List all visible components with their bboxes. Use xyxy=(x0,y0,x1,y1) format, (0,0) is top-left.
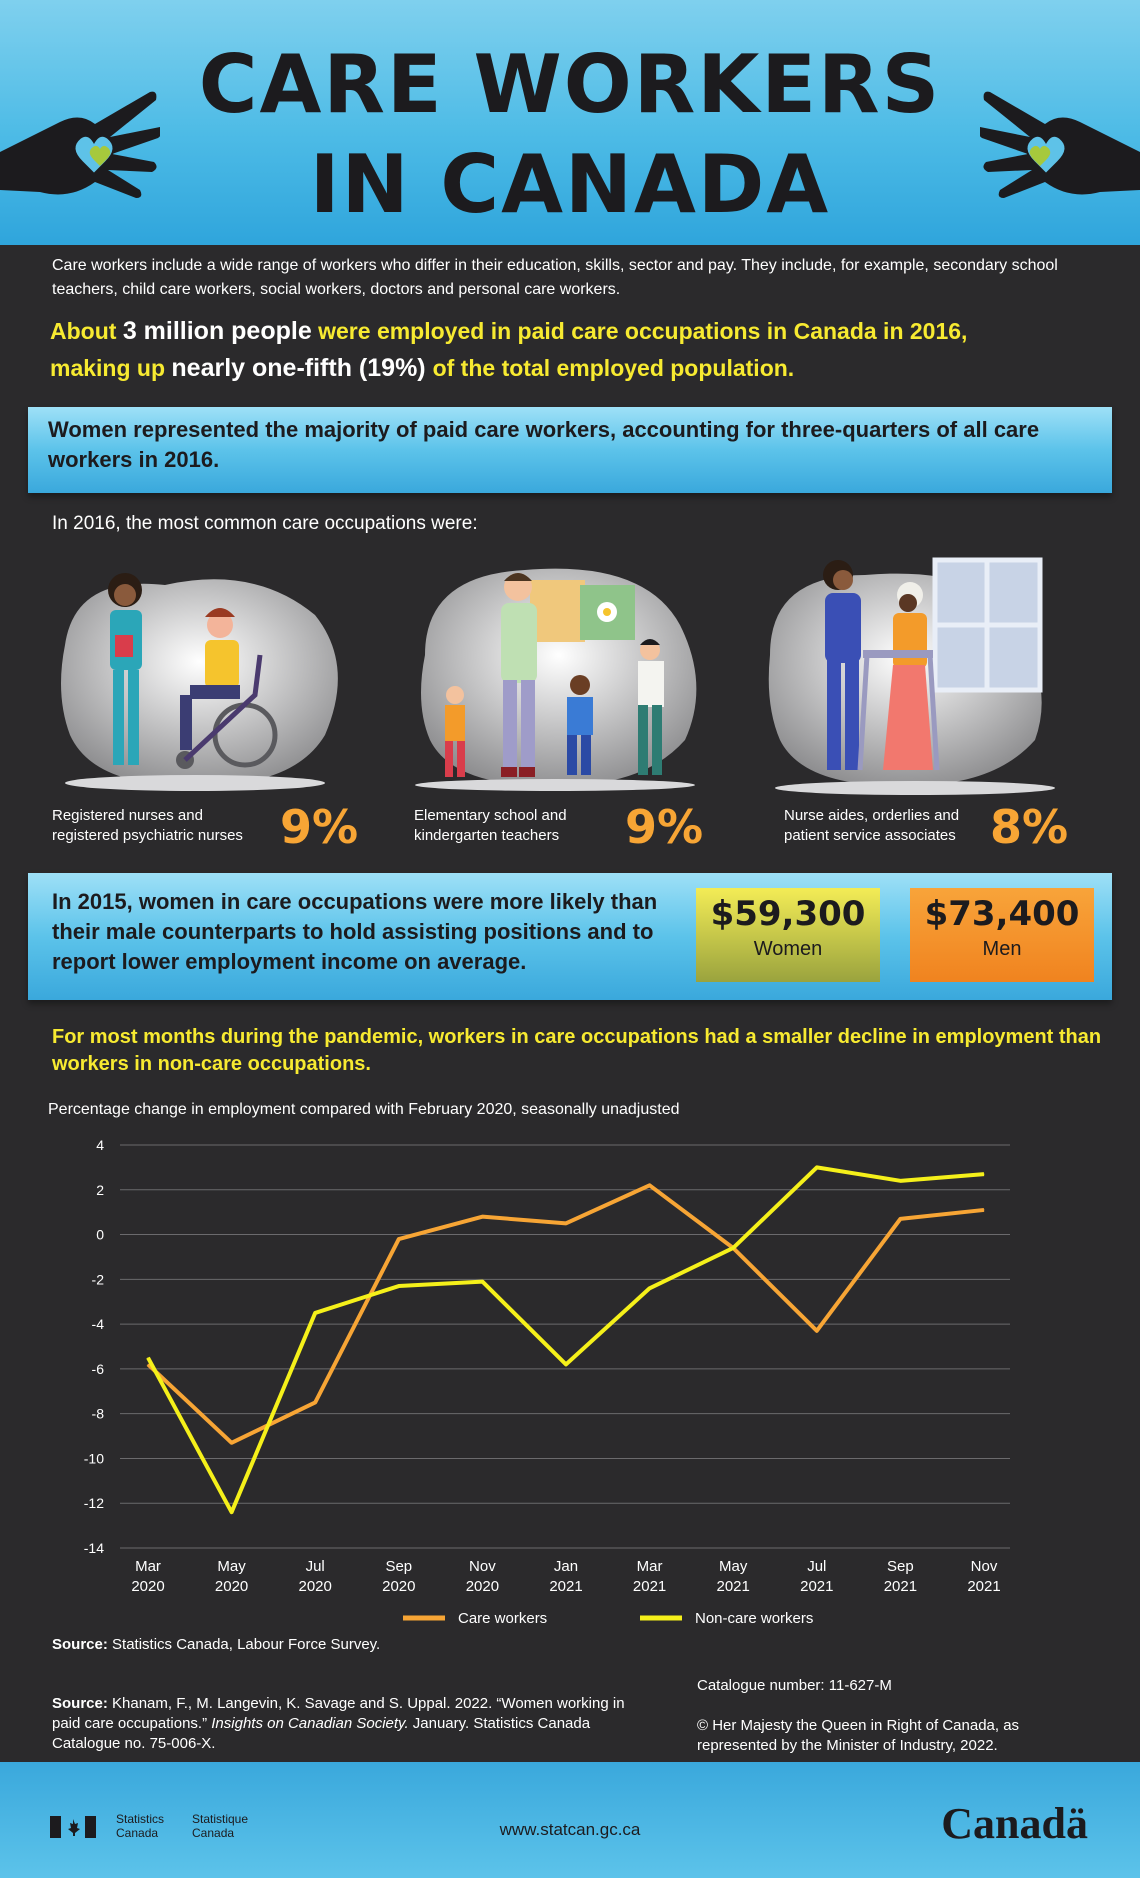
data-point xyxy=(398,1285,400,1287)
intro-text: Care workers include a wide range of wor… xyxy=(52,257,1058,298)
x-tick-label: Jan xyxy=(554,1558,578,1575)
data-point xyxy=(983,1173,985,1175)
nurse-aide-and-patient-illustration xyxy=(768,557,1055,795)
data-point xyxy=(565,1222,567,1224)
x-tick-label: 2020 xyxy=(131,1578,164,1595)
x-tick-label: 2021 xyxy=(717,1578,750,1595)
headline-stat: About 3 million people were employed in … xyxy=(50,317,968,382)
y-tick-label: 2 xyxy=(96,1182,104,1198)
data-point xyxy=(231,1442,233,1444)
x-tick-label: May xyxy=(217,1558,246,1575)
x-tick-label: Sep xyxy=(887,1558,914,1575)
men-income-label: Men xyxy=(982,938,1022,960)
x-tick-label: May xyxy=(719,1558,748,1575)
chart-subtitle: Percentage change in employment compared… xyxy=(48,1101,680,1118)
canada-flag-icon xyxy=(50,1816,96,1838)
y-tick-label: -4 xyxy=(92,1316,105,1332)
data-point xyxy=(899,1218,901,1220)
data-point xyxy=(314,1401,316,1403)
occupation-label-teachers: Elementary school and kindergarten teache… xyxy=(414,807,567,844)
source-lfs: Source: Statistics Canada, Labour Force … xyxy=(52,1636,381,1653)
x-tick-label: 2020 xyxy=(466,1578,499,1595)
x-tick-label: Jul xyxy=(807,1558,826,1575)
data-point xyxy=(231,1511,233,1513)
data-point xyxy=(649,1287,651,1289)
data-point xyxy=(398,1238,400,1240)
y-tick-label: -14 xyxy=(84,1540,104,1556)
x-tick-label: Nov xyxy=(971,1558,998,1575)
data-point xyxy=(983,1209,985,1211)
x-tick-label: Jul xyxy=(306,1558,325,1575)
women-majority-banner: Women represented the majority of paid c… xyxy=(28,407,1112,493)
canada-wordmark: Canadä xyxy=(941,1799,1088,1848)
x-tick-label: 2021 xyxy=(967,1578,1000,1595)
statistique-canada-fr: Statistique Canada xyxy=(192,1812,249,1840)
data-point xyxy=(147,1363,149,1365)
legend-label: Non-care workers xyxy=(695,1610,813,1627)
data-point xyxy=(899,1180,901,1182)
employment-line-chart: 4 2 0 -2 -4 -6 -8 -10 -12 -14 Mar 2020 May 2020 Jul 202… xyxy=(84,1137,1010,1627)
x-tick-label: 2020 xyxy=(382,1578,415,1595)
catalogue-number: Catalogue number: 11-627-M xyxy=(697,1677,892,1694)
x-tick-label: 2020 xyxy=(215,1578,248,1595)
legend-label: Care workers xyxy=(458,1610,547,1627)
data-point xyxy=(732,1247,734,1249)
data-point xyxy=(565,1363,567,1365)
teacher-and-children-illustration xyxy=(415,568,697,791)
page-title-line2: IN CANADA xyxy=(309,138,831,231)
income-text: In 2015, women in care occupations were … xyxy=(52,889,658,974)
y-tick-label: 4 xyxy=(96,1137,104,1153)
y-tick-label: -6 xyxy=(92,1361,105,1377)
data-point xyxy=(481,1281,483,1283)
x-tick-label: 2021 xyxy=(884,1578,917,1595)
left-hand-heart-icon xyxy=(0,91,160,198)
nurse-and-wheelchair-illustration xyxy=(61,573,338,791)
data-point xyxy=(481,1216,483,1218)
x-tick-label: 2020 xyxy=(299,1578,332,1595)
data-point xyxy=(649,1184,651,1186)
women-income-label: Women xyxy=(753,938,823,960)
x-tick-label: Mar xyxy=(135,1558,161,1575)
x-tick-label: 2021 xyxy=(800,1578,833,1595)
statistics-canada-en: Statistics Canada xyxy=(116,1812,165,1840)
x-tick-label: 2021 xyxy=(633,1578,666,1595)
men-income-box: $73,400 Men xyxy=(910,888,1094,982)
occupation-pct-teachers: 9% xyxy=(625,800,704,854)
women-income-amount: $59,300 xyxy=(710,894,866,934)
header-banner: CARE WORKERS IN CANADA xyxy=(0,0,1140,245)
occupations-heading: In 2016, the most common care occupation… xyxy=(52,513,478,534)
occupation-label-nurse-aides: Nurse aides, orderlies and patient servic… xyxy=(784,807,960,844)
page-title-line1: CARE WORKERS xyxy=(198,38,942,131)
x-tick-label: Sep xyxy=(385,1558,412,1575)
website-link[interactable]: www.statcan.gc.ca xyxy=(499,1820,641,1839)
data-point xyxy=(816,1166,818,1168)
footer: Statistics Canada Statistique Canada www.s… xyxy=(0,1762,1140,1878)
occupation-pct-nurse-aides: 8% xyxy=(990,800,1069,854)
x-tick-label: Mar xyxy=(637,1558,663,1575)
x-tick-label: Nov xyxy=(469,1558,496,1575)
occupation-pct-nurses: 9% xyxy=(280,800,359,854)
y-tick-label: -8 xyxy=(92,1406,105,1422)
men-income-amount: $73,400 xyxy=(924,894,1080,934)
right-hand-heart-icon xyxy=(980,91,1140,198)
women-income-box: $59,300 Women xyxy=(696,888,880,982)
chart-heading: For most months during the pandemic, wor… xyxy=(52,1026,1102,1075)
y-tick-label: -2 xyxy=(92,1271,105,1287)
copyright-notice: © Her Majesty the Queen in Right of Cana… xyxy=(697,1717,1020,1754)
y-tick-label: -12 xyxy=(84,1495,104,1511)
y-tick-label: 0 xyxy=(96,1227,104,1243)
occupation-label-nurses: Registered nurses and registered psychiat… xyxy=(52,807,243,844)
data-point xyxy=(816,1330,818,1332)
y-tick-label: -10 xyxy=(84,1450,104,1466)
series-line-non-care-workers xyxy=(146,1165,985,1515)
series-line-care-workers xyxy=(146,1183,985,1445)
source-citation: Source: Khanam, F., M. Langevin, K. Sava… xyxy=(52,1695,625,1752)
data-point xyxy=(147,1357,149,1359)
x-tick-label: 2021 xyxy=(549,1578,582,1595)
data-point xyxy=(314,1312,316,1314)
